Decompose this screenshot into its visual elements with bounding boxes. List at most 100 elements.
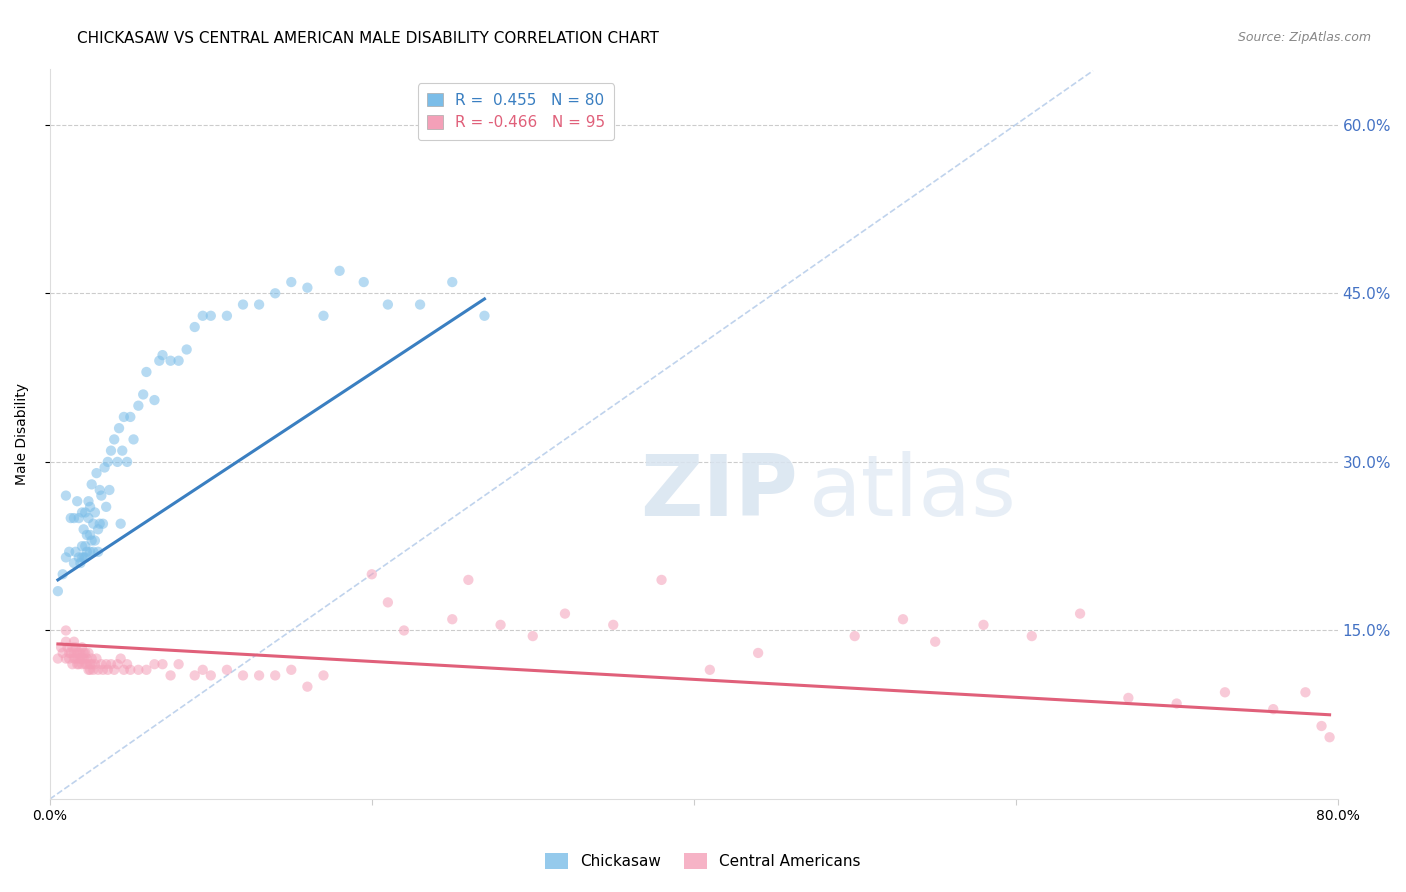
Point bbox=[474, 309, 496, 323]
Point bbox=[69, 646, 91, 660]
Point bbox=[132, 387, 155, 401]
Point bbox=[70, 651, 93, 665]
Point bbox=[75, 550, 97, 565]
Point bbox=[522, 629, 544, 643]
Point bbox=[232, 668, 254, 682]
Point bbox=[49, 640, 72, 655]
Point bbox=[377, 595, 399, 609]
Point bbox=[297, 281, 319, 295]
Point bbox=[84, 657, 107, 672]
Point bbox=[120, 663, 142, 677]
Point bbox=[183, 320, 205, 334]
Point bbox=[167, 657, 190, 672]
Point bbox=[55, 550, 77, 565]
Point bbox=[69, 651, 91, 665]
Point bbox=[159, 353, 181, 368]
Point bbox=[1069, 607, 1091, 621]
Point bbox=[66, 657, 89, 672]
Point bbox=[891, 612, 914, 626]
Point bbox=[80, 477, 103, 491]
Point bbox=[489, 618, 512, 632]
Point bbox=[264, 668, 287, 682]
Point bbox=[200, 309, 222, 323]
Point bbox=[457, 573, 479, 587]
Point bbox=[699, 663, 721, 677]
Point bbox=[79, 657, 101, 672]
Point bbox=[63, 646, 86, 660]
Point bbox=[82, 663, 104, 677]
Point bbox=[353, 275, 375, 289]
Point bbox=[52, 567, 75, 582]
Point bbox=[55, 624, 77, 638]
Point bbox=[76, 657, 98, 672]
Point bbox=[191, 663, 214, 677]
Point bbox=[69, 556, 91, 570]
Point bbox=[55, 651, 77, 665]
Point bbox=[96, 500, 118, 514]
Point bbox=[200, 668, 222, 682]
Point bbox=[441, 612, 464, 626]
Point bbox=[96, 657, 118, 672]
Point bbox=[90, 489, 112, 503]
Point bbox=[1021, 629, 1043, 643]
Point bbox=[247, 297, 270, 311]
Point bbox=[100, 443, 122, 458]
Point bbox=[79, 545, 101, 559]
Point bbox=[72, 522, 94, 536]
Point bbox=[329, 264, 352, 278]
Point bbox=[152, 657, 174, 672]
Point bbox=[111, 443, 134, 458]
Point bbox=[60, 640, 83, 655]
Point bbox=[72, 646, 94, 660]
Point bbox=[651, 573, 673, 587]
Point bbox=[87, 522, 110, 536]
Point bbox=[135, 365, 157, 379]
Point bbox=[176, 343, 198, 357]
Point bbox=[215, 309, 238, 323]
Point bbox=[100, 657, 122, 672]
Point bbox=[264, 286, 287, 301]
Point bbox=[65, 545, 87, 559]
Point bbox=[183, 668, 205, 682]
Point bbox=[75, 646, 97, 660]
Point bbox=[46, 584, 69, 599]
Point bbox=[91, 663, 114, 677]
Y-axis label: Male Disability: Male Disability bbox=[15, 383, 30, 484]
Point bbox=[82, 545, 104, 559]
Point bbox=[1263, 702, 1285, 716]
Point bbox=[72, 550, 94, 565]
Point bbox=[93, 460, 115, 475]
Point bbox=[89, 516, 111, 531]
Point bbox=[115, 657, 138, 672]
Point bbox=[280, 663, 302, 677]
Point bbox=[86, 651, 108, 665]
Point bbox=[66, 646, 89, 660]
Point bbox=[1294, 685, 1316, 699]
Point bbox=[143, 393, 166, 408]
Point bbox=[58, 545, 80, 559]
Point bbox=[70, 550, 93, 565]
Text: atlas: atlas bbox=[808, 450, 1017, 533]
Point bbox=[77, 494, 100, 508]
Point bbox=[79, 663, 101, 677]
Legend: Chickasaw, Central Americans: Chickasaw, Central Americans bbox=[538, 847, 868, 875]
Point bbox=[87, 663, 110, 677]
Point bbox=[360, 567, 382, 582]
Point bbox=[409, 297, 432, 311]
Point bbox=[127, 399, 149, 413]
Point bbox=[52, 646, 75, 660]
Point bbox=[56, 640, 79, 655]
Point bbox=[103, 433, 125, 447]
Point bbox=[67, 657, 90, 672]
Point bbox=[143, 657, 166, 672]
Point bbox=[63, 634, 86, 648]
Point bbox=[108, 421, 131, 435]
Point bbox=[1310, 719, 1333, 733]
Point bbox=[77, 646, 100, 660]
Point bbox=[75, 539, 97, 553]
Point bbox=[148, 353, 170, 368]
Legend: R =  0.455   N = 80, R = -0.466   N = 95: R = 0.455 N = 80, R = -0.466 N = 95 bbox=[418, 84, 614, 139]
Point bbox=[247, 668, 270, 682]
Point bbox=[79, 500, 101, 514]
Point bbox=[1213, 685, 1236, 699]
